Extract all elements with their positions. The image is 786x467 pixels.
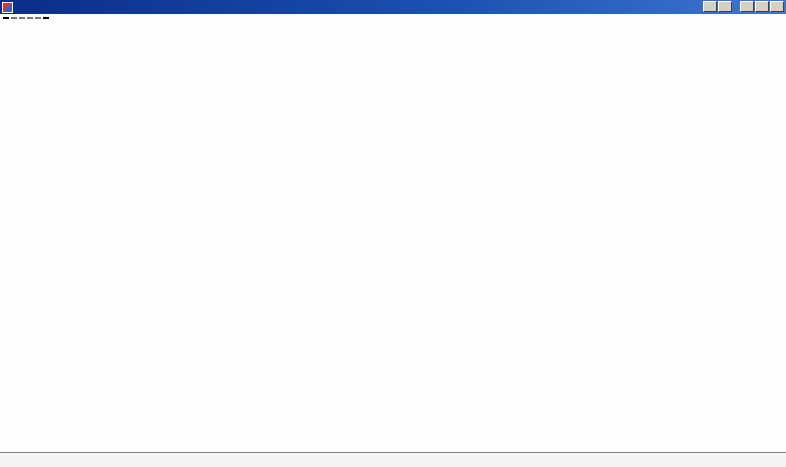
change-badge bbox=[43, 17, 49, 19]
time-axis bbox=[0, 452, 786, 467]
title-bar[interactable] bbox=[0, 0, 786, 14]
window-controls bbox=[740, 1, 784, 12]
restore-button[interactable] bbox=[755, 1, 769, 12]
low-value bbox=[27, 17, 33, 19]
stochrsi-panel[interactable] bbox=[0, 392, 786, 452]
app-icon bbox=[2, 1, 13, 13]
high-value bbox=[19, 17, 25, 19]
restore-button[interactable] bbox=[718, 1, 732, 12]
open-value bbox=[11, 17, 17, 19]
minimize-button[interactable] bbox=[740, 1, 754, 12]
minimize-button[interactable] bbox=[703, 1, 717, 12]
main-chart[interactable] bbox=[0, 14, 786, 341]
interval-box[interactable] bbox=[3, 17, 9, 19]
last-value bbox=[35, 17, 41, 19]
child-window-controls bbox=[703, 1, 732, 12]
cci-panel[interactable] bbox=[0, 341, 786, 392]
quote-bar bbox=[3, 17, 49, 19]
close-button[interactable] bbox=[770, 1, 784, 12]
